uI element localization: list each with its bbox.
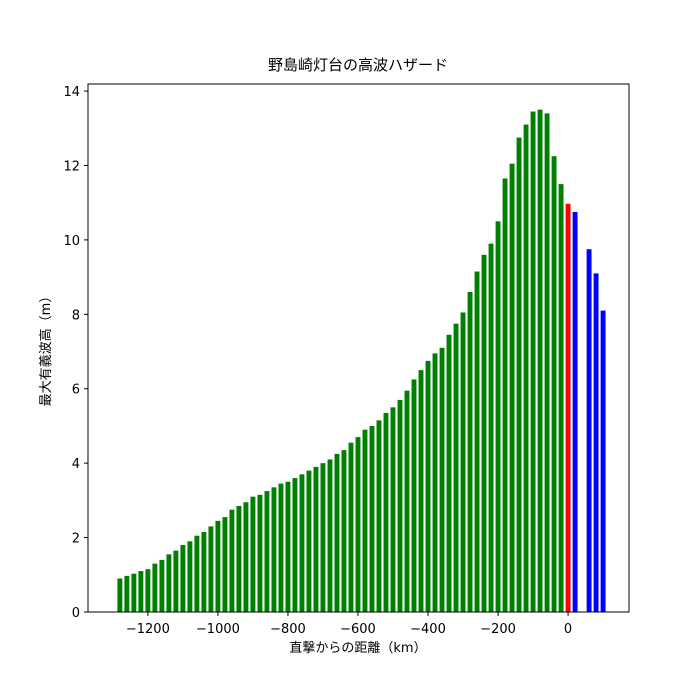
bar — [236, 505, 242, 612]
bar — [264, 491, 270, 612]
bar — [362, 429, 368, 612]
bar — [145, 569, 151, 612]
bar — [565, 203, 571, 612]
bar — [383, 412, 389, 612]
bar — [439, 347, 445, 612]
bar — [376, 420, 382, 612]
bar — [194, 535, 200, 612]
bar — [131, 573, 137, 612]
y-tick-label: 14 — [63, 85, 80, 100]
y-tick-label: 12 — [63, 159, 80, 174]
bar — [152, 563, 158, 612]
bar — [516, 137, 522, 612]
bar — [390, 407, 396, 612]
bar — [208, 526, 214, 612]
bar — [474, 271, 480, 612]
bar — [313, 466, 319, 612]
x-tick-label: −400 — [410, 622, 446, 637]
bar — [600, 310, 606, 612]
y-tick-label: 0 — [72, 606, 80, 621]
bar — [397, 399, 403, 612]
y-tick-label: 8 — [72, 308, 80, 323]
bar — [243, 502, 249, 612]
bar — [285, 481, 291, 612]
x-tick-label: −800 — [270, 622, 306, 637]
bar — [229, 509, 235, 612]
y-axis-label: 最大有義波高（m） — [38, 290, 54, 407]
bar — [404, 390, 410, 612]
bar — [124, 575, 130, 612]
bar — [467, 292, 473, 612]
bar — [117, 578, 123, 612]
bar — [551, 156, 557, 613]
bar — [299, 474, 305, 612]
bar — [166, 554, 172, 612]
bar — [201, 532, 207, 612]
bar — [257, 494, 263, 612]
bar — [411, 379, 417, 612]
bar — [341, 450, 347, 612]
bar — [488, 243, 494, 612]
bar — [250, 496, 256, 612]
bar — [369, 425, 375, 612]
bar — [173, 550, 179, 612]
x-tick-label: −1000 — [196, 622, 240, 637]
bar — [292, 478, 298, 612]
bar — [509, 163, 515, 612]
y-tick-label: 10 — [63, 234, 80, 249]
bar — [320, 463, 326, 612]
bar — [586, 249, 592, 613]
y-tick-label: 2 — [72, 532, 80, 547]
bar — [495, 221, 501, 613]
y-tick-label: 4 — [72, 457, 80, 472]
x-tick-label: −200 — [480, 622, 516, 637]
bar — [348, 442, 354, 612]
x-axis-label: 直撃からの距離（km） — [289, 640, 426, 656]
bar — [530, 111, 536, 612]
x-tick-label: −600 — [340, 622, 376, 637]
bar — [425, 360, 431, 612]
chart-title: 野島崎灯台の高波ハザード — [268, 56, 448, 74]
bar — [180, 545, 186, 612]
bar — [481, 254, 487, 612]
bar — [355, 437, 361, 612]
plot-frame — [87, 83, 630, 613]
bar — [278, 483, 284, 612]
x-tick-label: 0 — [564, 622, 572, 637]
bar — [453, 323, 459, 612]
x-tick-label: −1200 — [126, 622, 170, 637]
bar — [460, 312, 466, 612]
bar — [327, 459, 333, 612]
bar — [271, 487, 277, 612]
bar — [306, 470, 312, 612]
y-tick-label: 6 — [72, 383, 80, 398]
bar — [537, 109, 543, 613]
bar — [334, 453, 340, 612]
bar — [418, 370, 424, 612]
bar — [544, 113, 550, 612]
bar — [593, 273, 599, 612]
bar — [222, 517, 228, 612]
bar — [572, 212, 578, 612]
bar — [159, 559, 165, 612]
bar — [138, 571, 144, 612]
bar — [502, 178, 508, 612]
bar — [432, 353, 438, 612]
bar — [215, 520, 221, 612]
bar — [558, 184, 564, 612]
bar — [446, 334, 452, 612]
bar — [187, 541, 193, 612]
bar — [523, 124, 529, 612]
